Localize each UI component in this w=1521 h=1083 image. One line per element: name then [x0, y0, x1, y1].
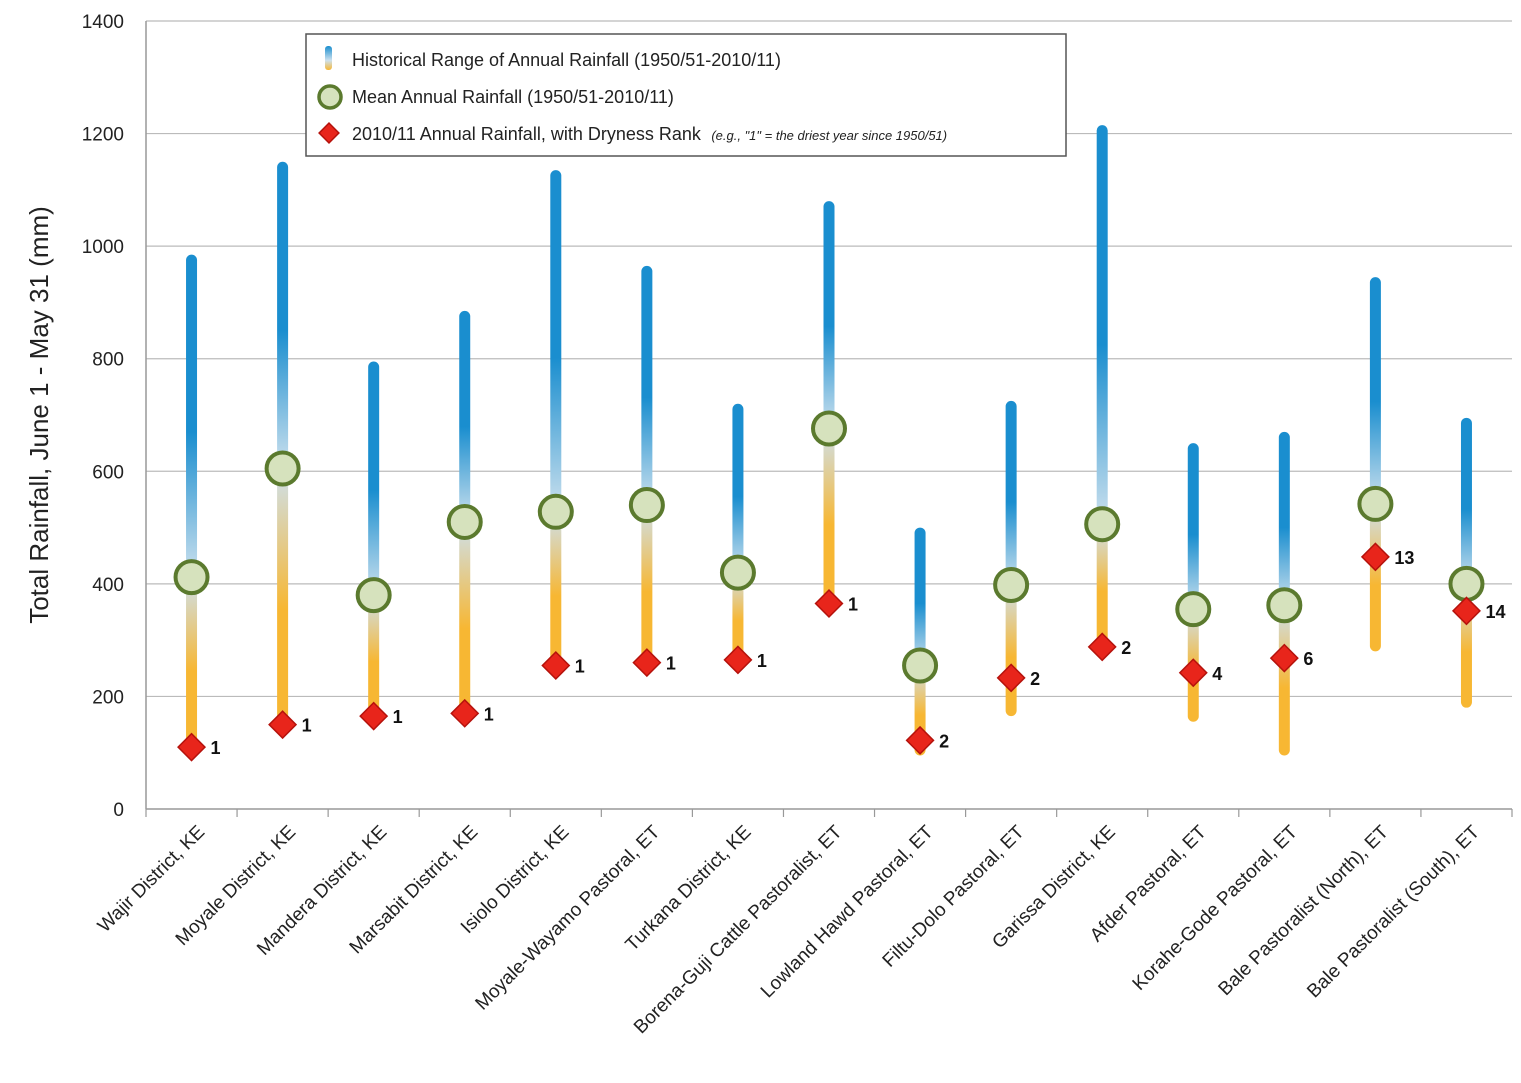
mean-marker	[1266, 587, 1303, 624]
dryness-rank-label: 1	[211, 738, 221, 758]
mean-marker	[811, 410, 847, 447]
range-bar	[186, 254, 198, 748]
current-marker	[1269, 643, 1299, 673]
y-tick-label: 1000	[82, 237, 124, 258]
mean-marker	[173, 559, 210, 596]
y-tick-label: 800	[92, 350, 124, 371]
legend-current-note: (e.g., "1" = the driest year since 1950/…	[711, 128, 947, 143]
mean-marker	[355, 577, 392, 614]
current-marker	[541, 650, 571, 680]
mean-marker	[1448, 565, 1485, 602]
legend-current-label: 2010/11 Annual Rainfall, with Dryness Ra…	[352, 124, 702, 144]
category-label: Bale Pastoralist (North), ET	[1215, 821, 1394, 1000]
range-bar	[277, 161, 289, 725]
range-bar	[1369, 277, 1381, 652]
legend-mean-label: Mean Annual Rainfall (1950/51-2010/11)	[352, 87, 674, 107]
legend-range-swatch	[325, 46, 332, 70]
range-bar	[823, 201, 835, 604]
mean-marker	[1175, 591, 1212, 628]
mean-marker	[1357, 485, 1394, 522]
dryness-rank-label: 1	[302, 716, 312, 736]
mean-marker	[446, 503, 483, 540]
rank-labels: 1 1 1 1 1 1 1 1 2 2 2 4 6 13 14	[211, 548, 1506, 758]
legend-range-label: Historical Range of Annual Rainfall (195…	[352, 50, 781, 70]
dryness-rank-label: 13	[1394, 548, 1414, 568]
range-bar	[1460, 417, 1472, 708]
current-marker	[723, 645, 753, 675]
y-axis-label: Total Rainfall, June 1 - May 31 (mm)	[24, 206, 54, 624]
mean-marker	[993, 566, 1030, 603]
category-label: Lowland Hawd Pastoral, ET	[757, 821, 938, 1002]
y-tick-label: 1400	[82, 12, 124, 33]
mean-marker	[264, 450, 301, 487]
dryness-rank-label: 1	[666, 654, 676, 674]
current-marker	[450, 698, 480, 728]
dryness-rank-label: 1	[484, 704, 494, 724]
dryness-rank-label: 14	[1485, 602, 1505, 622]
range-bar	[732, 403, 744, 660]
current-marker	[1360, 542, 1390, 572]
current-marker	[814, 589, 844, 619]
y-tick-label: 600	[92, 462, 124, 483]
mean-marker	[1084, 506, 1121, 543]
legend: Historical Range of Annual Rainfall (195…	[305, 33, 1067, 157]
current-marker	[177, 732, 207, 762]
range-bar	[641, 265, 653, 663]
dryness-rank-label: 2	[1030, 669, 1040, 689]
current-marker	[632, 648, 662, 678]
current-marker	[268, 710, 298, 740]
mean-marker	[719, 554, 756, 591]
range-bar	[1096, 125, 1108, 646]
mean-markers	[173, 410, 1485, 684]
current-marker	[1451, 596, 1481, 626]
dryness-rank-label: 2	[1121, 638, 1131, 658]
dryness-rank-label: 1	[575, 656, 585, 676]
y-tick-label: 0	[113, 800, 124, 821]
current-marker	[996, 663, 1026, 693]
current-markers	[177, 542, 1481, 762]
category-label: Moyale-Wayamo Pastoral, ET	[472, 821, 665, 1014]
range-bar	[1005, 400, 1017, 717]
mean-marker	[537, 493, 574, 530]
axes: 0 200 400 600 800 1000 1200 1400	[82, 12, 1513, 821]
mean-marker	[628, 487, 665, 524]
legend-mean-swatch	[317, 84, 343, 110]
range-bar	[914, 527, 926, 756]
dryness-rank-label: 1	[757, 651, 767, 671]
current-marker	[905, 725, 935, 755]
range-bar	[550, 170, 562, 666]
dryness-rank-label: 1	[393, 707, 403, 727]
range-bar	[1187, 443, 1199, 722]
mean-marker	[902, 647, 939, 684]
dryness-rank-label: 1	[848, 595, 858, 615]
current-marker	[359, 701, 389, 731]
legend-current-swatch	[318, 122, 340, 144]
legend-current-text: 2010/11 Annual Rainfall, with Dryness Ra…	[352, 124, 947, 144]
y-tick-label: 1200	[82, 125, 124, 146]
range-bar	[368, 361, 380, 717]
dryness-rank-label: 2	[939, 731, 949, 751]
dryness-rank-label: 6	[1303, 649, 1313, 669]
category-label: Bale Pastoralist (South), ET	[1303, 821, 1484, 1002]
current-marker	[1087, 632, 1117, 662]
y-tick-label: 200	[92, 687, 124, 708]
dryness-rank-label: 4	[1212, 664, 1222, 684]
category-label: Korahe-Gode Pastoral, ET	[1129, 821, 1302, 994]
y-tick-label: 400	[92, 575, 124, 596]
current-marker	[1178, 658, 1208, 688]
legend-box	[305, 33, 1067, 157]
